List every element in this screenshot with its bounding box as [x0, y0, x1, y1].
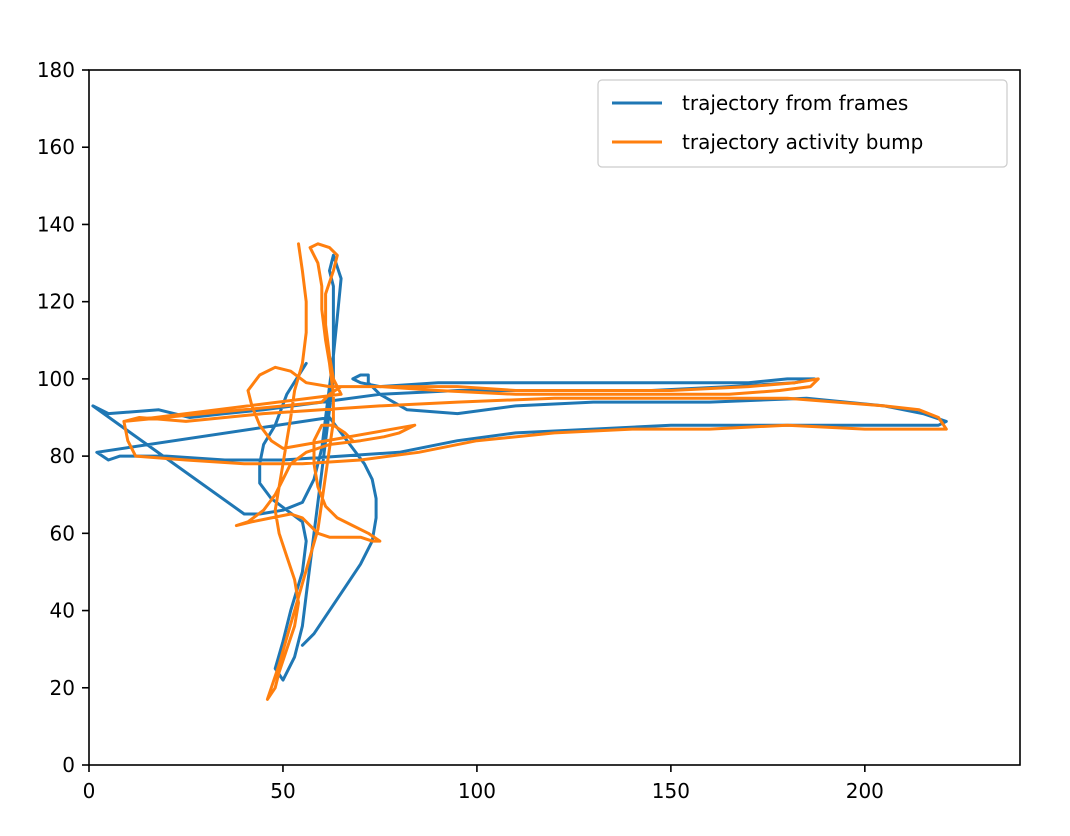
- axes-background: [89, 70, 1020, 765]
- legend-label-trajectory-activity-bump: trajectory activity bump: [682, 130, 923, 154]
- x-tick-label: 150: [652, 779, 690, 803]
- y-tick-label: 120: [37, 290, 75, 314]
- x-tick-label: 100: [458, 779, 496, 803]
- x-tick-label: 50: [270, 779, 295, 803]
- y-tick-label: 20: [50, 676, 75, 700]
- legend-box: [597, 79, 1008, 168]
- y-tick-label: 180: [37, 58, 75, 82]
- series-line-trajectory-activity-bump: [122, 242, 948, 701]
- y-tick-label: 160: [37, 135, 75, 159]
- y-tick-label: 100: [37, 367, 75, 391]
- x-tick-label: 0: [83, 779, 96, 803]
- y-tick-label: 40: [50, 599, 75, 623]
- legend: trajectory from frames trajectory activi…: [597, 79, 1008, 168]
- y-tick-label: 140: [37, 212, 75, 236]
- axes-frame: [88, 69, 1021, 766]
- y-axis-ticks: 0 20 40 60 80 100 120 140 160 180: [37, 58, 89, 777]
- y-tick-label: 80: [50, 444, 75, 468]
- legend-label-trajectory-from-frames: trajectory from frames: [682, 91, 908, 115]
- x-axis-ticks: 0 50 100 150 200: [83, 765, 884, 803]
- x-tick-label: 200: [846, 779, 884, 803]
- y-tick-label: 60: [50, 521, 75, 545]
- y-tick-label: 0: [62, 753, 75, 777]
- series-layer: [91, 242, 948, 701]
